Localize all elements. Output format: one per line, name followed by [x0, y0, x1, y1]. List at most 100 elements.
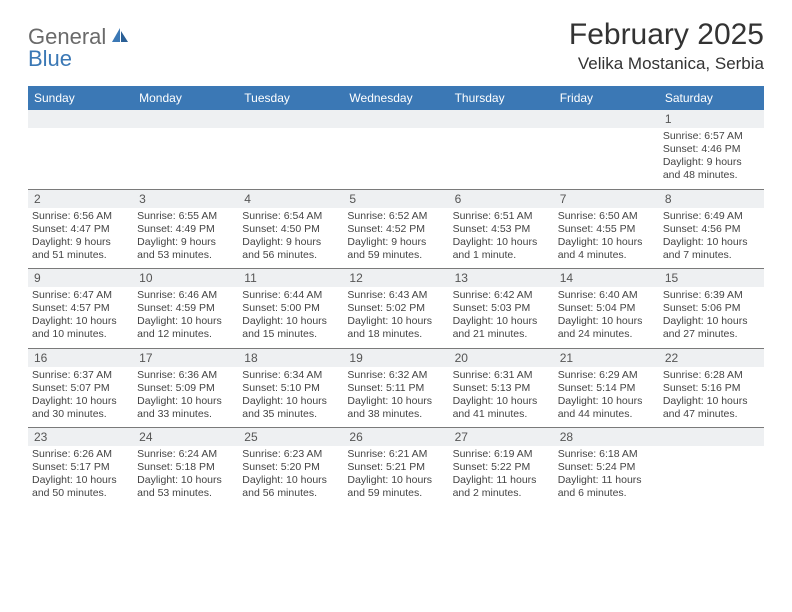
sunrise-line: Sunrise: 6:57 AM: [663, 130, 760, 143]
location-subtitle: Velika Mostanica, Serbia: [569, 54, 764, 74]
day-number: [349, 112, 442, 126]
day-number-bar: [343, 110, 448, 128]
day-number-bar: 25: [238, 428, 343, 446]
day-cell: 24Sunrise: 6:24 AMSunset: 5:18 PMDayligh…: [133, 428, 238, 507]
day-number-bar: 12: [343, 269, 448, 287]
day-number: 2: [34, 192, 127, 206]
sunset-line: Sunset: 5:14 PM: [558, 382, 655, 395]
week-row: 23Sunrise: 6:26 AMSunset: 5:17 PMDayligh…: [28, 428, 764, 507]
day-number: 18: [244, 351, 337, 365]
day-cell: [449, 110, 554, 189]
daylight-line: and 44 minutes.: [558, 408, 655, 421]
sunrise-line: Sunrise: 6:36 AM: [137, 369, 234, 382]
daylight-line: and 47 minutes.: [663, 408, 760, 421]
day-number-bar: 4: [238, 190, 343, 208]
day-cell: 21Sunrise: 6:29 AMSunset: 5:14 PMDayligh…: [554, 349, 659, 428]
sunset-line: Sunset: 5:17 PM: [32, 461, 129, 474]
daylight-line: Daylight: 10 hours: [242, 315, 339, 328]
day-number: 1: [665, 112, 758, 126]
day-number: 11: [244, 271, 337, 285]
sunset-line: Sunset: 5:06 PM: [663, 302, 760, 315]
day-number: [560, 112, 653, 126]
day-number: 8: [665, 192, 758, 206]
sunset-line: Sunset: 4:56 PM: [663, 223, 760, 236]
sunrise-line: Sunrise: 6:44 AM: [242, 289, 339, 302]
sunset-line: Sunset: 5:03 PM: [453, 302, 550, 315]
daylight-line: and 48 minutes.: [663, 169, 760, 182]
sunset-line: Sunset: 5:09 PM: [137, 382, 234, 395]
daylight-line: Daylight: 10 hours: [663, 315, 760, 328]
day-number-bar: 1: [659, 110, 764, 128]
day-number: 26: [349, 430, 442, 444]
daylight-line: and 15 minutes.: [242, 328, 339, 341]
sunset-line: Sunset: 5:04 PM: [558, 302, 655, 315]
month-title: February 2025: [569, 18, 764, 52]
week-row: 2Sunrise: 6:56 AMSunset: 4:47 PMDaylight…: [28, 190, 764, 270]
day-cell: 18Sunrise: 6:34 AMSunset: 5:10 PMDayligh…: [238, 349, 343, 428]
sunrise-line: Sunrise: 6:28 AM: [663, 369, 760, 382]
sunset-line: Sunset: 5:07 PM: [32, 382, 129, 395]
daylight-line: Daylight: 10 hours: [137, 395, 234, 408]
daylight-line: and 12 minutes.: [137, 328, 234, 341]
daylight-line: and 27 minutes.: [663, 328, 760, 341]
sunrise-line: Sunrise: 6:31 AM: [453, 369, 550, 382]
week-row: 16Sunrise: 6:37 AMSunset: 5:07 PMDayligh…: [28, 349, 764, 429]
daylight-line: and 59 minutes.: [347, 487, 444, 500]
day-number: 15: [665, 271, 758, 285]
day-number: 4: [244, 192, 337, 206]
day-number-bar: 5: [343, 190, 448, 208]
day-number-bar: 27: [449, 428, 554, 446]
day-number: 19: [349, 351, 442, 365]
day-number: 7: [560, 192, 653, 206]
daylight-line: Daylight: 9 hours: [32, 236, 129, 249]
sunrise-line: Sunrise: 6:56 AM: [32, 210, 129, 223]
day-number-bar: 9: [28, 269, 133, 287]
day-cell: 16Sunrise: 6:37 AMSunset: 5:07 PMDayligh…: [28, 349, 133, 428]
day-cell: [554, 110, 659, 189]
daylight-line: Daylight: 11 hours: [453, 474, 550, 487]
day-number-bar: 10: [133, 269, 238, 287]
day-cell: 6Sunrise: 6:51 AMSunset: 4:53 PMDaylight…: [449, 190, 554, 269]
sunrise-line: Sunrise: 6:54 AM: [242, 210, 339, 223]
day-cell: 22Sunrise: 6:28 AMSunset: 5:16 PMDayligh…: [659, 349, 764, 428]
sunset-line: Sunset: 5:13 PM: [453, 382, 550, 395]
day-number-bar: 28: [554, 428, 659, 446]
daylight-line: and 38 minutes.: [347, 408, 444, 421]
day-number: 3: [139, 192, 232, 206]
sunrise-line: Sunrise: 6:40 AM: [558, 289, 655, 302]
daylight-line: and 51 minutes.: [32, 249, 129, 262]
day-number-bar: 6: [449, 190, 554, 208]
sunset-line: Sunset: 4:52 PM: [347, 223, 444, 236]
sunset-line: Sunset: 5:21 PM: [347, 461, 444, 474]
sunset-line: Sunset: 4:46 PM: [663, 143, 760, 156]
weekday-saturday: Saturday: [659, 86, 764, 110]
day-cell: 17Sunrise: 6:36 AMSunset: 5:09 PMDayligh…: [133, 349, 238, 428]
daylight-line: Daylight: 10 hours: [32, 395, 129, 408]
daylight-line: and 35 minutes.: [242, 408, 339, 421]
sunrise-line: Sunrise: 6:50 AM: [558, 210, 655, 223]
sunrise-line: Sunrise: 6:21 AM: [347, 448, 444, 461]
calendar-page: General February 2025 Velika Mostanica, …: [0, 0, 792, 507]
daylight-line: Daylight: 10 hours: [347, 474, 444, 487]
daylight-line: Daylight: 10 hours: [663, 236, 760, 249]
sunset-line: Sunset: 4:57 PM: [32, 302, 129, 315]
day-number-bar: 14: [554, 269, 659, 287]
sunrise-line: Sunrise: 6:42 AM: [453, 289, 550, 302]
page-header: General February 2025 Velika Mostanica, …: [28, 18, 764, 74]
weekday-sunday: Sunday: [28, 86, 133, 110]
daylight-line: and 6 minutes.: [558, 487, 655, 500]
daylight-line: Daylight: 10 hours: [242, 474, 339, 487]
sunrise-line: Sunrise: 6:43 AM: [347, 289, 444, 302]
day-number: 25: [244, 430, 337, 444]
sunrise-line: Sunrise: 6:47 AM: [32, 289, 129, 302]
day-number: [34, 112, 127, 126]
day-number-bar: 19: [343, 349, 448, 367]
day-cell: 9Sunrise: 6:47 AMSunset: 4:57 PMDaylight…: [28, 269, 133, 348]
day-cell: [133, 110, 238, 189]
day-number-bar: 20: [449, 349, 554, 367]
daylight-line: Daylight: 10 hours: [453, 236, 550, 249]
sunset-line: Sunset: 4:47 PM: [32, 223, 129, 236]
day-number-bar: 15: [659, 269, 764, 287]
day-number: 10: [139, 271, 232, 285]
sunset-line: Sunset: 5:24 PM: [558, 461, 655, 474]
